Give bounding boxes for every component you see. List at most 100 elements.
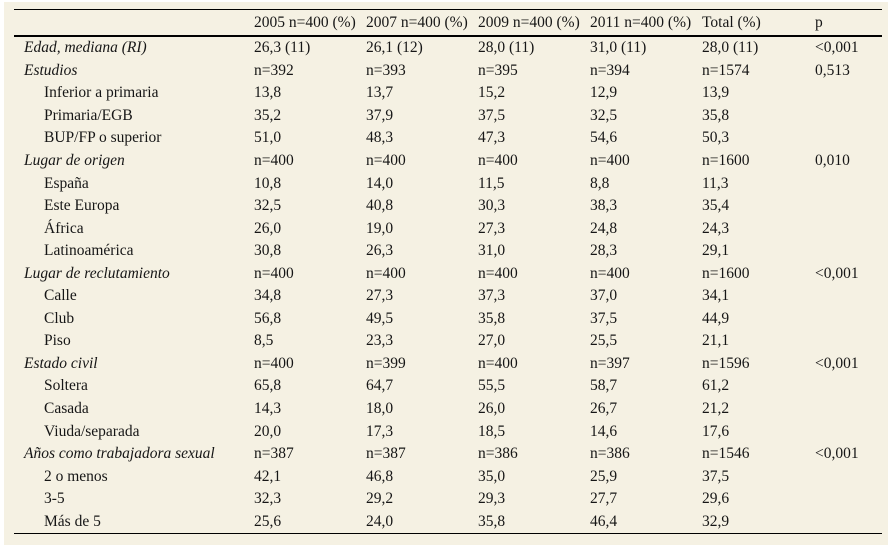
data-cell: n=399: [366, 354, 406, 372]
row-label: BUP/FP o superior: [44, 129, 162, 147]
data-cell: 64,7: [366, 377, 394, 395]
table-row: Este Europa 32,5 40,8 30,3 38,3 35,4: [14, 195, 882, 218]
data-cell: 29,6: [702, 490, 730, 508]
data-cell: 32,5: [590, 106, 618, 124]
data-cell: 54,6: [590, 129, 618, 147]
table-row: Casada 14,3 18,0 26,0 26,7 21,2: [14, 398, 882, 421]
data-cell: 37,5: [478, 106, 506, 124]
data-cell: n=392: [254, 61, 294, 79]
row-label: Inferior a primaria: [44, 84, 159, 102]
data-cell: 26,3: [366, 242, 394, 260]
data-cell: 42,1: [254, 467, 282, 485]
data-cell: 56,8: [254, 309, 282, 327]
data-cell: 27,3: [366, 287, 394, 305]
row-label: Estado civil: [24, 354, 98, 372]
data-cell: 61,2: [702, 377, 730, 395]
data-cell: 29,1: [702, 242, 730, 260]
row-label: Soltera: [44, 377, 88, 395]
data-cell: 37,5: [702, 467, 730, 485]
table-row: Años como trabajadora sexual n=387 n=387 n=…: [14, 443, 882, 466]
data-cell: 31,0: [478, 242, 506, 260]
table-row: Inferior a primaria 13,8 13,7 15,2 12,9 13,9: [14, 82, 882, 105]
data-cell: 46,8: [366, 467, 394, 485]
row-label: Lugar de reclutamiento: [24, 264, 170, 282]
data-cell: 26,0: [254, 219, 282, 237]
data-cell: 21,2: [702, 400, 730, 418]
data-cell: 11,5: [478, 174, 505, 192]
p-value-cell: [812, 172, 882, 195]
p-value-cell: <0,001: [815, 264, 859, 282]
p-value-cell: [812, 105, 882, 128]
p-value-cell: [812, 465, 882, 488]
data-cell: 35,8: [702, 106, 730, 124]
table-row: Estudios n=392 n=393 n=395 n=394 n=1574 0,513: [14, 60, 882, 83]
data-cell: 65,8: [254, 377, 282, 395]
data-cell: n=400: [478, 264, 518, 282]
p-value-cell: [812, 308, 882, 331]
data-cell: 34,1: [702, 287, 730, 305]
header-row: 2005 n=400 (%) 2007 n=400 (%) 2009 n=400…: [14, 9, 882, 37]
data-cell: n=400: [366, 152, 406, 169]
table-row: 2 o menos 42,1 46,8 35,0 25,9 37,5: [14, 465, 882, 488]
data-cell: 24,0: [366, 512, 394, 530]
header-empty-cell: [14, 9, 254, 37]
data-cell: 25,6: [254, 512, 282, 530]
data-cell: 24,8: [590, 219, 618, 237]
data-cell: n=400: [254, 152, 294, 169]
table-row: BUP/FP o superior 51,0 48,3 47,3 54,6 50,3: [14, 127, 882, 150]
data-cell: n=400: [478, 152, 518, 169]
data-cell: 8,8: [590, 174, 610, 192]
data-cell: 49,5: [366, 309, 394, 327]
data-cell: 27,7: [590, 490, 618, 508]
data-cell: n=400: [590, 152, 630, 169]
data-cell: 13,7: [366, 84, 394, 102]
p-value-cell: <0,001: [815, 354, 859, 372]
table-body: Edad, mediana (RI) 26,3 (11) 26,1 (12) 28,0…: [14, 36, 882, 534]
data-cell: 46,4: [590, 512, 618, 530]
p-value-cell: [812, 488, 882, 511]
data-cell: 40,8: [366, 197, 394, 215]
row-label: Más de 5: [44, 512, 101, 530]
table-sheet: 2005 n=400 (%) 2007 n=400 (%) 2009 n=400…: [4, 2, 888, 545]
data-cell: 38,3: [590, 197, 618, 215]
p-value-cell: [812, 82, 882, 105]
row-label: Estudios: [24, 61, 78, 79]
data-cell: 26,7: [590, 400, 618, 418]
row-label: Lugar de origen: [24, 152, 125, 169]
data-cell: 15,2: [478, 84, 506, 102]
data-cell: 13,9: [702, 84, 730, 102]
data-cell: n=387: [366, 445, 406, 463]
data-cell: n=400: [254, 264, 294, 282]
column-header-total: Total (%): [702, 9, 812, 37]
p-value-cell: <0,001: [815, 39, 859, 57]
data-cell: n=400: [478, 354, 518, 372]
data-cell: 25,9: [590, 467, 618, 485]
data-cell: 35,8: [478, 512, 506, 530]
row-label: África: [44, 219, 84, 237]
p-value-cell: [812, 217, 882, 240]
table-row: Más de 5 25,6 24,0 35,8 46,4 32,9: [14, 510, 882, 533]
data-cell: 32,9: [702, 512, 730, 530]
column-header-2011: 2011 n=400 (%): [590, 9, 702, 37]
data-cell: 28,0 (11): [702, 39, 759, 57]
column-header-2009: 2009 n=400 (%): [478, 9, 590, 37]
data-cell: 51,0: [254, 129, 282, 147]
p-value-cell: 0,513: [815, 61, 850, 79]
data-cell: 24,3: [702, 219, 730, 237]
data-cell: 47,3: [478, 129, 506, 147]
data-cell: 19,0: [366, 219, 394, 237]
row-label: Latinoamérica: [44, 242, 134, 260]
row-label: Años como trabajadora sexual: [24, 445, 215, 463]
data-cell: 14,0: [366, 174, 394, 192]
data-cell: 8,5: [254, 332, 274, 350]
data-cell: 13,8: [254, 84, 282, 102]
data-cell: 26,3 (11): [254, 39, 311, 57]
data-cell: 35,0: [478, 467, 506, 485]
data-cell: 17,6: [702, 422, 730, 440]
data-cell: 58,7: [590, 377, 618, 395]
data-cell: 48,3: [366, 129, 394, 147]
table-row: Latinoamérica 30,8 26,3 31,0 28,3 29,1: [14, 240, 882, 263]
row-label: Viuda/separada: [44, 422, 140, 440]
row-label: Piso: [44, 332, 71, 350]
data-cell: n=1596: [702, 354, 750, 372]
